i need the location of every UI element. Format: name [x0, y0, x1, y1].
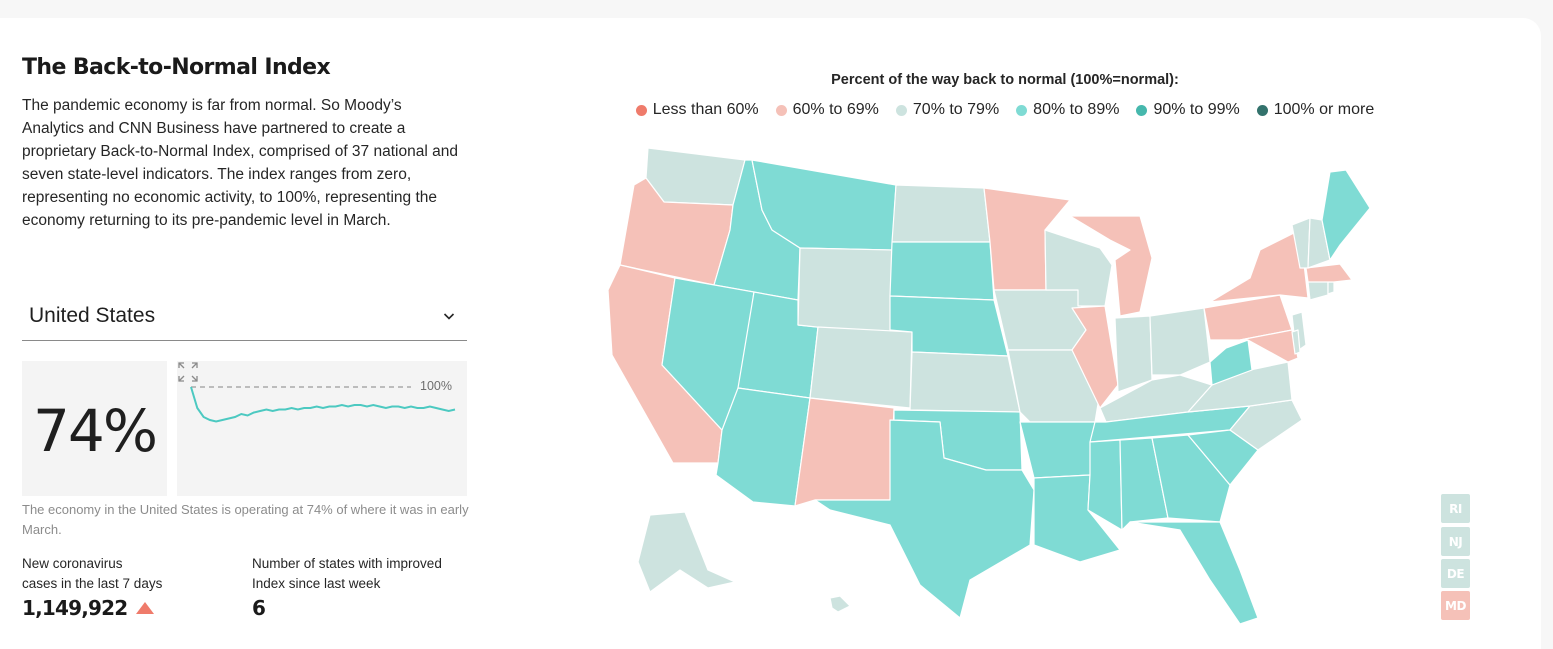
state-ak[interactable] [637, 511, 736, 593]
trend-line [190, 386, 456, 423]
state-wi[interactable] [1044, 229, 1113, 307]
map-legend: Less than 60% 60% to 69% 70% to 79% 80% … [560, 101, 1450, 119]
page-title: The Back-to-Normal Index [22, 55, 331, 80]
legend-item-60-69: 60% to 69% [775, 101, 879, 119]
page-description: The pandemic economy is far from normal.… [22, 97, 458, 229]
state-in[interactable] [1114, 315, 1153, 393]
legend-dot-icon [775, 104, 787, 116]
state-me[interactable] [1321, 169, 1371, 261]
legend-label: 60% to 69% [792, 101, 879, 118]
triangle-up-icon [136, 602, 155, 614]
trend-chart: 100% [177, 361, 467, 496]
state-nc[interactable] [1229, 399, 1303, 451]
cases-stat-label-2: cases in the last 7 days [22, 575, 163, 591]
legend-label: 100% or more [1273, 101, 1375, 118]
legend-dot-icon [635, 104, 647, 116]
state-hi[interactable] [829, 595, 851, 613]
state-co[interactable] [809, 326, 913, 409]
legend-label: 90% to 99% [1153, 101, 1240, 118]
state-oh[interactable] [1149, 307, 1211, 376]
trend-sparkline [190, 386, 456, 423]
map-title: Percent of the way back to normal (100%=… [831, 72, 1179, 88]
legend-dot-icon [1136, 104, 1148, 116]
legend-dot-icon [895, 104, 907, 116]
improved-stat-label-2: Index since last week [252, 575, 381, 591]
index-caption: The economy in the United States is oper… [22, 502, 469, 537]
legend-label: Less than 60% [652, 101, 759, 118]
intro-panel: The Back-to-Normal Index The pandemic ec… [22, 52, 467, 232]
state-ma[interactable] [1305, 263, 1353, 283]
legend-dot-icon [1016, 104, 1028, 116]
region-dropdown-value: United States [29, 304, 156, 327]
state-wv[interactable] [1209, 339, 1253, 386]
state-wy[interactable] [797, 247, 893, 336]
state-ny[interactable] [1209, 229, 1309, 303]
improved-stat-value: 6 [252, 596, 266, 620]
state-wa[interactable] [645, 147, 746, 206]
state-ct[interactable] [1307, 279, 1329, 301]
state-de[interactable] [1291, 329, 1301, 355]
state-ar[interactable] [1019, 421, 1096, 479]
state-ri[interactable] [1327, 281, 1335, 295]
small-state-md[interactable]: MD [1441, 591, 1470, 620]
legend-item-70-79: 70% to 79% [895, 101, 1000, 119]
cases-stat-value: 1,149,922 [22, 596, 128, 620]
legend-item-100-plus: 100% or more [1256, 101, 1375, 119]
state-ia[interactable] [993, 289, 1087, 351]
region-dropdown[interactable]: United States [22, 300, 467, 341]
state-tx[interactable] [814, 419, 1035, 619]
reference-label: 100% [420, 379, 452, 393]
improved-states-stat: Number of states with improved Index sin… [252, 554, 467, 620]
small-state-ri[interactable]: RI [1441, 494, 1470, 523]
state-md[interactable] [1239, 329, 1299, 363]
improved-stat-label-1: Number of states with improved [252, 556, 442, 571]
expand-icon[interactable] [177, 361, 199, 383]
legend-label: 80% to 89% [1033, 101, 1120, 118]
state-nm[interactable] [794, 397, 895, 507]
legend-item-90-99: 90% to 99% [1136, 101, 1240, 119]
cases-stat: New coronavirus cases in the last 7 days… [22, 554, 237, 620]
legend-label: 70% to 79% [912, 101, 1000, 118]
legend-dot-icon [1256, 104, 1268, 116]
state-mi[interactable] [1069, 215, 1153, 317]
us-state-map [607, 147, 1371, 625]
state-nd[interactable] [891, 184, 991, 243]
chevron-down-icon [443, 313, 455, 320]
state-ga[interactable] [1151, 434, 1231, 523]
cases-stat-label-1: New coronavirus [22, 556, 123, 571]
legend-item-less-than-60: Less than 60% [635, 101, 759, 119]
cases-stat-row: 1,149,922 [22, 596, 237, 620]
index-value: 74% [33, 397, 158, 465]
index-value-box: 74% [22, 361, 167, 496]
legend-item-80-89: 80% to 89% [1016, 101, 1119, 119]
state-ks[interactable] [909, 351, 1021, 413]
state-sd[interactable] [889, 241, 995, 301]
state-fl[interactable] [1129, 521, 1259, 625]
small-state-de[interactable]: DE [1441, 559, 1470, 588]
state-ms[interactable] [1087, 439, 1123, 531]
small-state-nj[interactable]: NJ [1441, 527, 1470, 556]
